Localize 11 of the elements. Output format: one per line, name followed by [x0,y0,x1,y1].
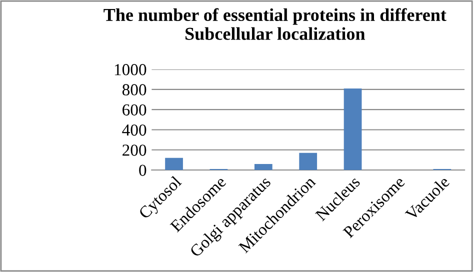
y-tick-label: 400 [122,124,146,136]
bar [165,158,183,170]
bar [299,152,318,170]
bar [344,88,362,170]
y-tick-label: 600 [122,104,146,116]
bar [254,164,272,170]
y-tick-label: 200 [122,144,146,156]
chart-title: The number of essential proteins in different Subcellular localization [104,8,446,40]
y-tick-label: 0 [139,164,146,176]
y-tick-label: 1000 [114,64,146,76]
y-tick-label: 800 [122,84,146,96]
